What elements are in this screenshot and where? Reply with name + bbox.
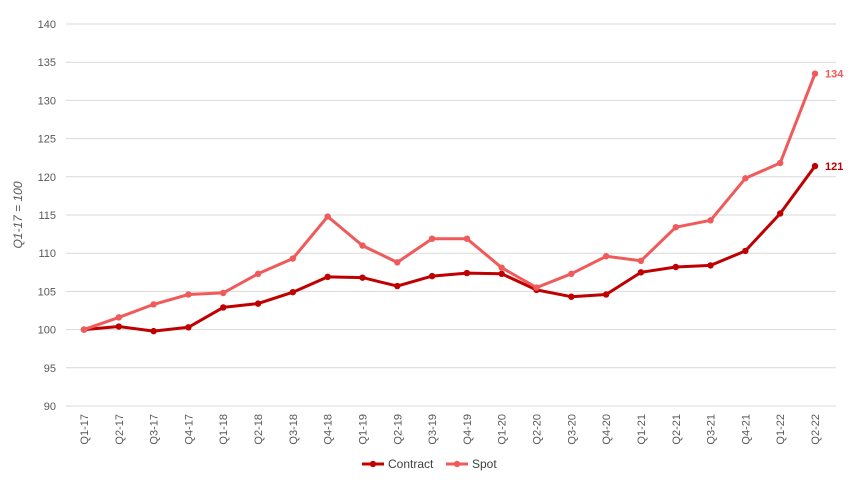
x-tick-label: Q3-18 <box>288 414 300 445</box>
x-tick-label: Q2-22 <box>810 414 822 445</box>
data-point <box>150 301 157 308</box>
legend-label: Contract <box>388 457 434 471</box>
y-tick-label: 135 <box>38 57 56 69</box>
data-point <box>428 235 436 242</box>
x-tick-label: Q4-19 <box>462 414 474 445</box>
data-point <box>498 264 505 271</box>
data-point <box>602 291 610 298</box>
data-point <box>254 270 262 278</box>
data-point <box>115 323 123 330</box>
x-axis-ticks: Q1-17 Q2-17 Q3-17 Q4-17 Q1-18 Q2-18 Q3-18 Q4-18… <box>79 414 822 445</box>
series-line <box>82 164 817 333</box>
y-tick-label: 100 <box>38 325 56 337</box>
y-tick-label: 95 <box>44 363 56 375</box>
data-point <box>742 247 749 255</box>
data-point <box>463 235 471 242</box>
data-point <box>220 304 227 311</box>
data-point <box>742 175 749 182</box>
data-point <box>254 300 262 307</box>
series-layer: 121 134 <box>80 69 844 335</box>
x-tick-label: Q1-20 <box>497 414 509 445</box>
data-point <box>289 288 297 296</box>
x-tick-label: Q1-17 <box>79 414 91 445</box>
x-tick-label: Q1-22 <box>775 414 787 445</box>
y-tick-label: 130 <box>38 95 56 107</box>
data-point <box>394 282 401 290</box>
y-tick-label: 110 <box>38 248 56 260</box>
data-point <box>637 269 645 276</box>
y-tick-label: 105 <box>38 286 56 298</box>
x-tick-label: Q2-21 <box>671 414 683 445</box>
data-point <box>324 213 331 220</box>
data-point <box>289 255 297 262</box>
y-tick-label: 140 <box>38 19 56 31</box>
x-tick-label: Q1-21 <box>636 414 648 445</box>
legend: Contract Spot <box>362 457 497 471</box>
x-tick-label: Q4-20 <box>601 414 613 445</box>
data-point <box>811 162 819 170</box>
data-point <box>80 326 88 333</box>
data-point <box>115 314 123 321</box>
data-point <box>498 270 505 278</box>
data-point <box>359 274 366 281</box>
data-point <box>185 291 192 298</box>
end-value-label: 121 <box>825 161 843 173</box>
series-spot: 134 <box>80 69 844 333</box>
legend-item-contract: Contract <box>362 457 434 471</box>
data-point <box>672 224 679 231</box>
y-tick-label: 115 <box>38 210 56 222</box>
data-point <box>811 70 819 77</box>
series-line <box>82 72 817 332</box>
y-tick-label: 120 <box>38 172 56 184</box>
legend-swatch-marker <box>369 460 377 468</box>
data-point <box>359 242 366 249</box>
data-point <box>428 272 436 280</box>
x-tick-label: Q2-17 <box>114 414 126 445</box>
end-value-label: 134 <box>825 69 844 81</box>
legend-label: Spot <box>472 457 497 471</box>
x-tick-label: Q2-20 <box>532 414 544 445</box>
x-tick-label: Q4-18 <box>323 414 335 445</box>
x-tick-label: Q2-19 <box>392 414 404 445</box>
data-point <box>672 263 679 271</box>
y-tick-label: 90 <box>44 401 56 413</box>
legend-item-spot: Spot <box>446 457 497 471</box>
y-axis-ticks: 90 95 100 105 110 115 120 125 130 135 140 <box>38 19 56 413</box>
x-tick-label: Q3-19 <box>427 414 439 445</box>
data-point <box>568 293 575 300</box>
data-point <box>637 257 645 265</box>
x-tick-label: Q1-19 <box>357 414 369 445</box>
y-tick-label: 125 <box>38 134 56 146</box>
data-point <box>776 210 784 217</box>
x-tick-label: Q4-17 <box>183 414 195 445</box>
legend-swatch-marker <box>453 460 461 468</box>
data-point <box>394 259 401 266</box>
series-contract: 121 <box>80 161 843 335</box>
x-tick-label: Q1-18 <box>218 414 230 445</box>
data-point <box>220 289 227 297</box>
data-point <box>463 269 471 277</box>
data-point <box>707 262 714 269</box>
data-point <box>776 159 784 167</box>
x-tick-label: Q3-17 <box>149 414 161 445</box>
gridlines <box>66 23 836 407</box>
data-point <box>185 324 192 331</box>
data-point <box>150 327 157 335</box>
data-point <box>533 284 540 291</box>
data-point <box>324 273 331 281</box>
x-tick-label: Q4-21 <box>740 414 752 445</box>
x-tick-label: Q3-21 <box>706 414 718 445</box>
x-tick-label: Q3-20 <box>566 414 578 445</box>
data-point <box>568 270 575 278</box>
data-point <box>707 217 714 224</box>
y-axis-label: Q1-17 = 100 <box>11 181 25 248</box>
data-point <box>602 253 610 260</box>
x-tick-label: Q2-18 <box>253 414 265 445</box>
